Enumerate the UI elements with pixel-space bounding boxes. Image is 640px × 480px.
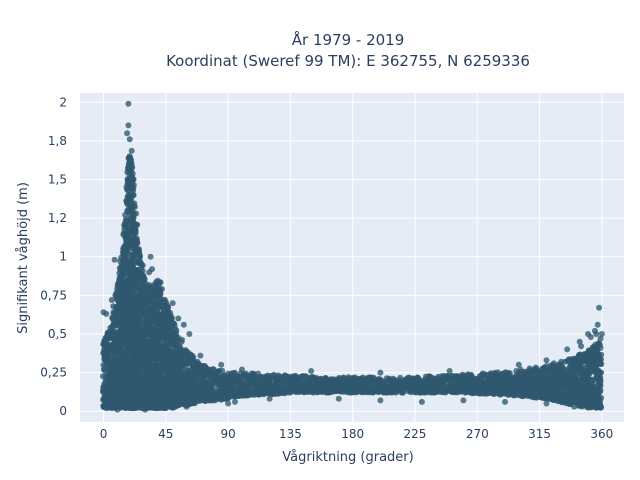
data-point xyxy=(157,279,164,286)
data-point xyxy=(134,240,141,247)
data-point xyxy=(159,286,165,292)
data-point xyxy=(131,200,138,207)
data-point xyxy=(209,366,216,373)
data-point xyxy=(133,222,140,228)
chart-title-line2: Koordinat (Sweref 99 TM): E 362755, N 62… xyxy=(166,52,530,70)
data-point xyxy=(550,360,557,367)
data-point xyxy=(170,320,177,327)
data-point xyxy=(128,157,135,164)
data-point xyxy=(130,192,137,199)
data-point xyxy=(129,164,136,171)
data-point xyxy=(219,367,226,374)
data-point xyxy=(506,370,513,377)
data-points xyxy=(100,100,605,413)
data-point xyxy=(133,210,140,217)
data-point xyxy=(136,254,143,261)
data-point xyxy=(179,336,185,343)
data-point xyxy=(132,227,139,234)
data-point xyxy=(130,184,137,191)
data-point xyxy=(169,314,175,321)
data-point xyxy=(128,147,135,154)
data-point xyxy=(125,251,132,258)
chart-title-line1: År 1979 - 2019 xyxy=(292,30,405,49)
data-point xyxy=(157,291,164,297)
data-point xyxy=(130,176,137,183)
